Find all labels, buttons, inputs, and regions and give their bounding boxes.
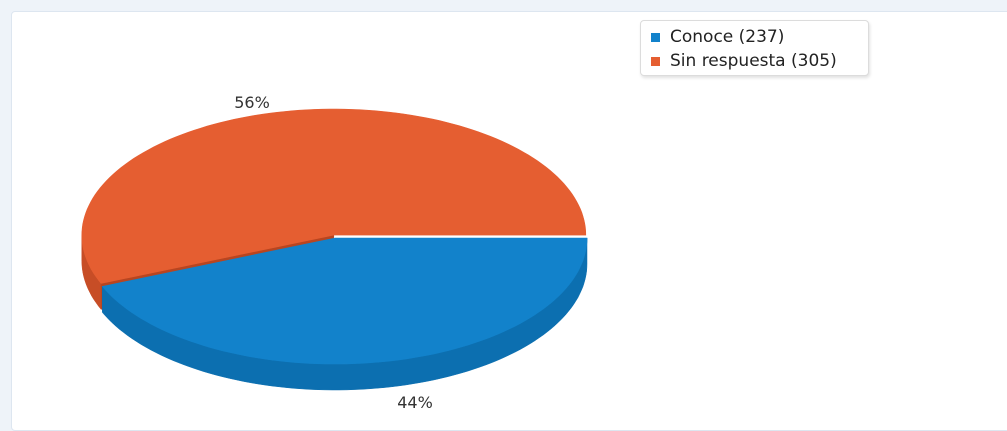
pie-layer bbox=[81, 108, 588, 391]
legend-label-conoce: Conoce (237) bbox=[670, 27, 785, 47]
pie-chart: 56% 44% bbox=[81, 93, 588, 411]
legend-swatch-sin-respuesta bbox=[651, 56, 660, 66]
chart-legend: Conoce (237) Sin respuesta (305) bbox=[640, 20, 869, 76]
pie-slice-sin-respuesta bbox=[81, 108, 587, 284]
legend-item-sin-respuesta[interactable]: Sin respuesta (305) bbox=[651, 49, 868, 73]
percent-label-conoce: 44% bbox=[397, 393, 433, 411]
pie-slice-conoce bbox=[101, 237, 588, 365]
legend-label-sin-respuesta: Sin respuesta (305) bbox=[670, 51, 837, 71]
legend-item-conoce[interactable]: Conoce (237) bbox=[651, 25, 868, 49]
legend-swatch-conoce bbox=[651, 32, 660, 42]
percent-label-sin-respuesta: 56% bbox=[234, 93, 270, 112]
